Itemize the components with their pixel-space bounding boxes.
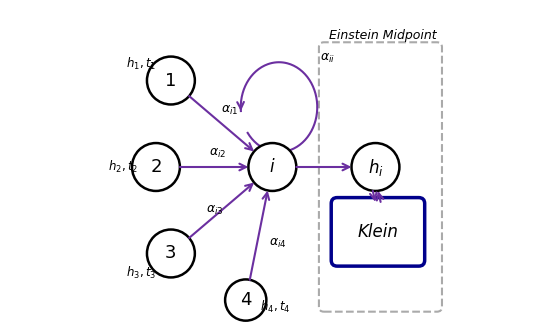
Circle shape bbox=[225, 280, 266, 321]
Text: $\alpha_{i4}$: $\alpha_{i4}$ bbox=[268, 237, 286, 250]
Text: $\alpha_{i3}$: $\alpha_{i3}$ bbox=[206, 204, 224, 217]
Text: 1: 1 bbox=[165, 71, 176, 90]
Text: $h_3, t_3$: $h_3, t_3$ bbox=[126, 266, 156, 282]
Circle shape bbox=[248, 143, 296, 191]
Circle shape bbox=[147, 229, 195, 278]
Text: $\alpha_{ii}$: $\alpha_{ii}$ bbox=[320, 52, 335, 65]
Text: $i$: $i$ bbox=[269, 158, 276, 176]
FancyBboxPatch shape bbox=[331, 198, 425, 266]
FancyBboxPatch shape bbox=[319, 42, 442, 312]
Text: $h_2, t_2$: $h_2, t_2$ bbox=[108, 159, 138, 175]
Text: $h_i$: $h_i$ bbox=[368, 157, 383, 177]
Text: Klein: Klein bbox=[358, 223, 398, 241]
Text: $\alpha_{i2}$: $\alpha_{i2}$ bbox=[209, 147, 226, 160]
Circle shape bbox=[132, 143, 180, 191]
Text: 3: 3 bbox=[165, 244, 177, 263]
Text: Einstein Midpoint: Einstein Midpoint bbox=[329, 29, 437, 42]
Text: $\alpha_{i1}$: $\alpha_{i1}$ bbox=[221, 104, 239, 117]
Text: $h_1, t_1$: $h_1, t_1$ bbox=[126, 56, 156, 72]
Text: 2: 2 bbox=[150, 158, 162, 176]
Text: 4: 4 bbox=[240, 291, 252, 309]
Circle shape bbox=[147, 56, 195, 105]
Text: $h_4, t_4$: $h_4, t_4$ bbox=[261, 299, 291, 315]
Circle shape bbox=[352, 143, 400, 191]
